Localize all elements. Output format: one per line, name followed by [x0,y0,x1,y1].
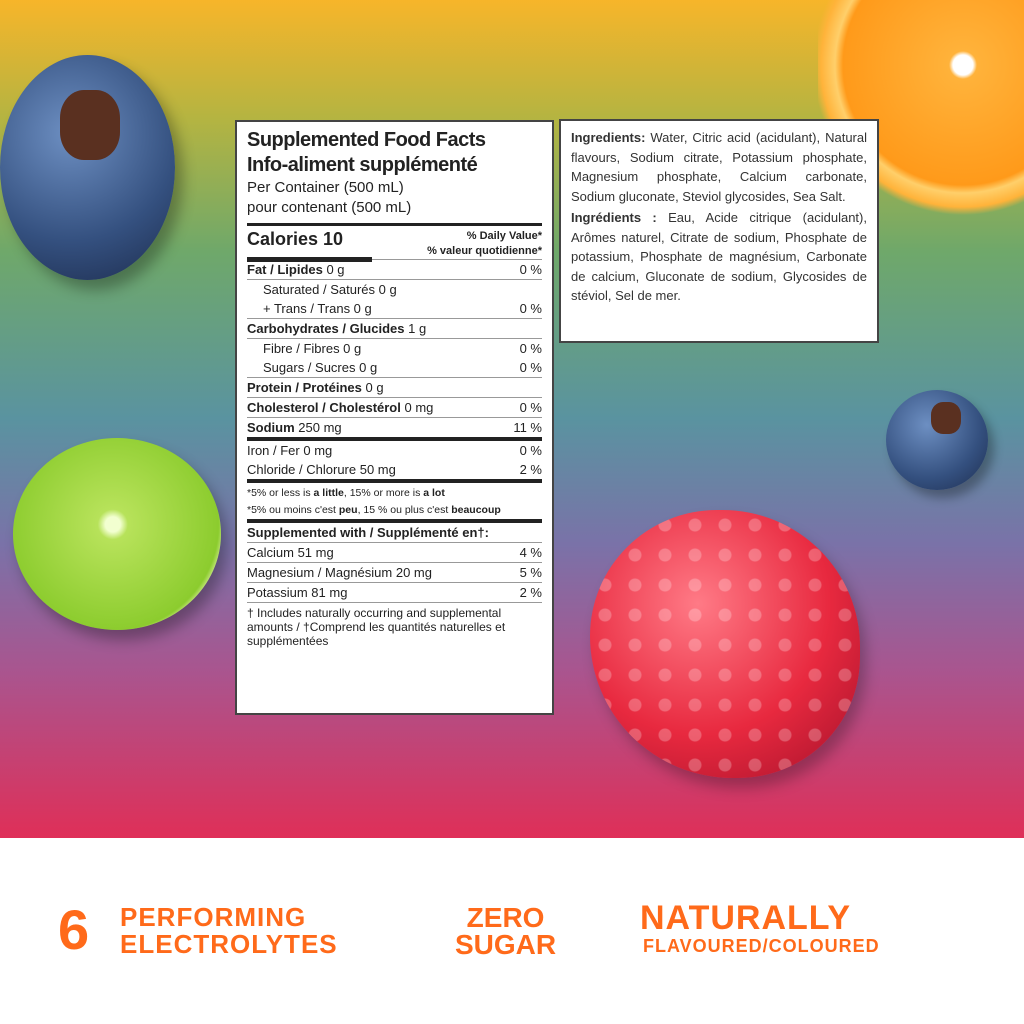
electrolyte-count: 6 [58,898,90,961]
ingredients-label-en: Ingredients: [571,130,646,145]
nutrient-row: Protein / Protéines 0 g [247,377,542,397]
claim1-line2: ELECTROLYTES [120,929,338,959]
nutrient-label: Fat / Lipides [247,262,323,277]
footnote: † Includes naturally occurring and suppl… [247,602,542,648]
supplement-dv: 5 % [519,565,542,580]
dv-fr: % valeur quotidienne* [427,245,542,257]
claim1-line1: PERFORMING [120,902,307,932]
claim3-line1: NATURALLY [640,899,852,937]
dv-en: % Daily Value* [466,230,542,242]
note-text: *5% ou moins c'est [247,504,339,516]
nutrient-dv: 0 % [519,341,542,356]
supplement-row: Calcium 51 mg 4 % [247,542,542,562]
note-text: peu [338,504,358,516]
nutrient-label: Chloride / Chlorure 50 mg [247,462,396,477]
nutrient-row: Fat / Lipides 0 g 0 % [247,259,542,279]
small-blueberry-image [886,390,988,490]
nutrient-dv: 0 % [519,262,542,277]
nutrient-label: Saturated / Saturés 0 g [263,282,397,297]
nutrient-label: Fibre / Fibres 0 g [263,341,362,356]
supplement-row: Magnesium / Magnésium 20 mg 5 % [247,562,542,582]
claim2-line2: SUGAR [455,929,557,960]
claims-banner: 6 PERFORMING ELECTROLYTES ZERO SUGAR NATUR… [0,838,1024,1024]
supplement-label: Magnesium / Magnésium 20 mg [247,565,432,580]
title-en: Supplemented Food Facts [247,129,486,151]
supplement-dv: 4 % [519,545,542,560]
claim3-line2: FLAVOURED/COLOURED [643,936,880,956]
nutrient-row: + Trans / Trans 0 g 0 % [247,299,542,318]
supplement-header: Supplemented with / Supplémenté en†: [247,525,489,540]
daily-value-note: *5% or less is a little, 15% or more is … [247,479,542,519]
ingredients-label-fr: Ingrédients : [571,210,657,225]
nutrient-row: Iron / Fer 0 mg 0 % [247,437,542,460]
supplement-row: Potassium 81 mg 2 % [247,582,542,602]
note-text: , 15 % ou plus c'est [357,504,452,516]
nutrient-label: Cholesterol / Cholestérol [247,400,401,415]
nutrient-row: Carbohydrates / Glucides 1 g [247,318,542,338]
nutrient-label: Protein / Protéines [247,380,362,395]
ingredients-panel: Ingredients: Water, Citric acid (acidula… [559,119,879,343]
nutrient-row: Sugars / Sucres 0 g 0 % [247,358,542,377]
supplement-dv: 2 % [519,585,542,600]
nutrient-row: Chloride / Chlorure 50 mg 2 % [247,460,542,479]
nutrient-dv: 0 % [519,301,542,316]
nutrient-row: Saturated / Saturés 0 g [247,279,542,299]
nutrient-label: + Trans / Trans 0 g [263,301,372,316]
nutrient-amount: 0 g [326,262,345,277]
nutrient-label: Iron / Fer 0 mg [247,443,333,458]
serving-en: Per Container (500 mL) [247,179,404,196]
ingredients-fr: Eau, Acide citrique (acidulant), Arômes … [571,210,867,303]
note-text: , 15% or more is [343,487,424,499]
nutrient-dv: 11 % [513,420,542,435]
supplement-label: Calcium 51 mg [247,545,334,560]
nutrient-label: Sugars / Sucres 0 g [263,360,378,375]
supplement-label: Potassium 81 mg [247,585,348,600]
note-text: *5% or less is [247,487,314,499]
nutrient-row: Sodium 250 mg 11 % [247,417,542,437]
claim2-line1: ZERO [466,902,545,933]
nutrient-amount: 250 mg [298,420,342,435]
nutrient-amount: 1 g [408,321,427,336]
nutrient-amount: 0 g [365,380,384,395]
raspberry-image [590,510,860,778]
ingredients-en: Water, Citric acid (acidulant), Natural … [571,130,867,204]
nutrient-dv: 0 % [519,360,542,375]
lime-image [13,438,221,630]
note-text: a lot [423,487,445,499]
title-fr: Info-aliment supplémenté [247,154,478,176]
note-text: a little [313,487,344,499]
nutrient-row: Cholesterol / Cholestérol 0 mg 0 % [247,397,542,417]
nutrient-dv: 2 % [519,462,542,477]
nutrient-amount: 0 mg [404,400,434,415]
serving-fr: pour contenant (500 mL) [247,199,412,216]
nutrient-dv: 0 % [519,443,542,458]
nutrient-dv: 0 % [519,400,542,415]
calories: Calories 10 [247,229,372,262]
nutrient-label: Carbohydrates / Glucides [247,321,405,336]
nutrient-row: Fibre / Fibres 0 g 0 % [247,338,542,358]
blueberry-image [0,55,175,280]
nutrient-label: Sodium [247,420,295,435]
note-text: beaucoup [451,504,501,516]
nutrition-facts-panel: Supplemented Food Facts Info-aliment sup… [235,120,554,715]
